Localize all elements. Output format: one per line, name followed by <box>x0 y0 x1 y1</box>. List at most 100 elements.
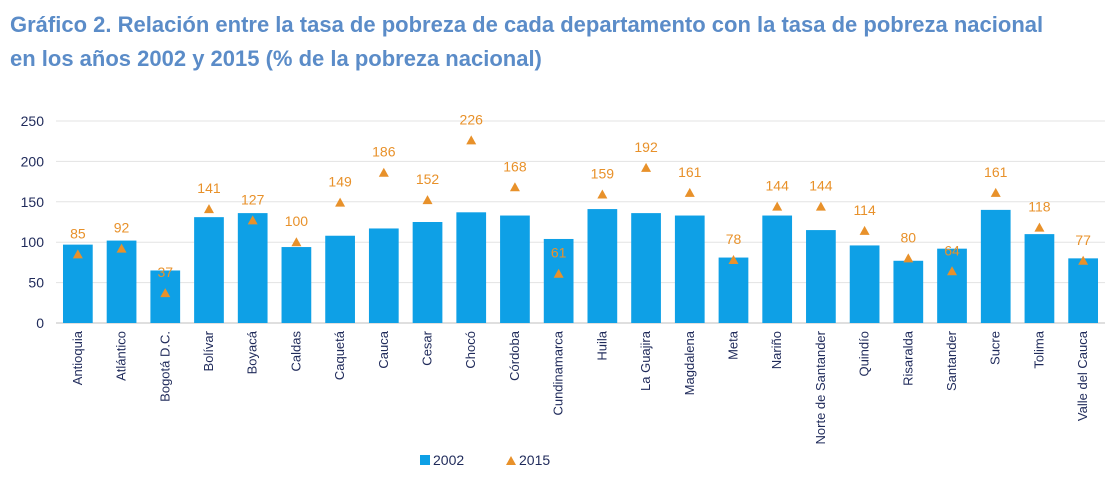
bar-2002 <box>368 228 399 323</box>
category-label: Antioquia <box>70 330 85 385</box>
bar-2002 <box>762 215 793 323</box>
category-label: Chocó <box>463 331 478 369</box>
data-label-2015: 161 <box>678 164 702 180</box>
data-label-2015: 144 <box>766 178 790 194</box>
data-label-2015: 159 <box>591 166 615 182</box>
category-label: Atlántico <box>114 331 129 381</box>
data-label-2015: 64 <box>944 242 960 258</box>
data-label-2015: 37 <box>157 264 173 280</box>
marker-2015 <box>597 189 608 199</box>
marker-2015 <box>72 249 83 259</box>
legend-swatch-2002 <box>420 455 430 465</box>
data-labels-2015: 85 92 37 141 127 100 149 186 152 226 168 61 159 192 16… <box>70 111 1091 280</box>
bar-2002 <box>500 215 530 323</box>
category-label: Nariño <box>769 331 784 369</box>
data-label-2015: 114 <box>853 202 876 218</box>
marker-2015 <box>203 204 214 214</box>
category-label: Bolívar <box>201 330 216 371</box>
data-label-2015: 226 <box>460 111 484 127</box>
marker-2015 <box>247 215 258 225</box>
category-label: Córdoba <box>507 330 522 381</box>
bar-2002 <box>1068 258 1099 323</box>
legend-swatch-2015 <box>506 456 516 465</box>
data-label-2015: 161 <box>984 164 1008 180</box>
bar-2002 <box>325 235 355 323</box>
bar-2002 <box>674 215 705 323</box>
data-label-2015: 100 <box>285 213 309 229</box>
bar-2002 <box>587 209 618 323</box>
marker-2015 <box>553 268 564 278</box>
category-label: Norte de Santander <box>813 330 828 444</box>
marker-2015 <box>1078 255 1089 265</box>
data-label-2015: 168 <box>503 158 527 174</box>
category-label: Cundinamarca <box>551 330 566 415</box>
data-label-2015: 85 <box>70 225 86 241</box>
bar-2002 <box>106 240 137 323</box>
grid-layer <box>56 120 1105 324</box>
data-label-2015: 127 <box>241 191 265 207</box>
marker-2015 <box>990 187 1001 197</box>
legend: 2002 2015 <box>420 452 550 468</box>
data-label-2015: 61 <box>551 245 567 261</box>
category-label: Cesar <box>420 330 435 365</box>
marker-2015 <box>903 253 914 263</box>
category-label: Magdalena <box>682 330 697 395</box>
category-label: Caldas <box>288 331 303 372</box>
category-label: Huila <box>594 330 609 360</box>
category-label: Boyacá <box>245 330 260 374</box>
y-tick-label: 200 <box>21 153 45 169</box>
marker-2015 <box>772 201 783 211</box>
data-label-2015: 186 <box>372 144 396 160</box>
marker-2015 <box>160 288 171 298</box>
marker-2015 <box>509 182 520 192</box>
x-axis-categories: Antioquia Atlántico Bogotá D.C. Bolívar Boya… <box>70 330 1090 444</box>
marker-2015 <box>684 187 695 197</box>
y-axis-ticks: 0 50 100 150 200 250 <box>21 113 45 331</box>
chart-title-line-2: en los años 2002 y 2015 (% de la pobreza… <box>10 46 542 71</box>
marker-2015 <box>947 266 958 276</box>
chart-title-line-1: Gráfico 2. Relación entre la tasa de pob… <box>10 12 1044 37</box>
data-label-2015: 149 <box>328 174 352 190</box>
y-tick-label: 50 <box>28 275 44 291</box>
category-label: Quindío <box>857 331 872 377</box>
bar-2002 <box>893 260 924 323</box>
y-tick-label: 150 <box>21 194 45 210</box>
category-label: Sucre <box>988 331 1003 365</box>
category-label: Caquetá <box>332 330 347 380</box>
data-label-2015: 77 <box>1075 232 1091 248</box>
legend-label-2015: 2015 <box>519 452 550 468</box>
marker-2015 <box>859 225 870 235</box>
bar-2002 <box>237 213 268 323</box>
marker-2015 <box>728 254 739 264</box>
bar-2002 <box>980 209 1011 323</box>
marker-2015 <box>466 135 477 145</box>
data-label-2015: 80 <box>901 229 917 245</box>
category-label: Valle del Cauca <box>1075 330 1090 421</box>
marker-2015 <box>291 237 302 247</box>
data-label-2015: 144 <box>809 178 833 194</box>
legend-label-2002: 2002 <box>433 452 464 468</box>
marker-2015 <box>116 243 127 253</box>
marker-2015 <box>641 162 652 172</box>
data-label-2015: 152 <box>416 171 440 187</box>
bar-2002 <box>937 248 967 323</box>
marker-2015 <box>422 195 433 205</box>
bar-2002 <box>631 213 661 323</box>
category-label: Cauca <box>376 330 391 368</box>
data-label-2015: 192 <box>634 139 658 155</box>
y-tick-label: 250 <box>21 113 45 129</box>
data-label-2015: 78 <box>726 231 742 247</box>
data-label-2015: 141 <box>197 180 221 196</box>
y-tick-label: 0 <box>36 315 44 331</box>
markers-2015 <box>72 135 1089 298</box>
bar-2002 <box>718 257 749 323</box>
category-label: Tolima <box>1031 330 1046 368</box>
bar-2002 <box>543 238 574 323</box>
data-label-2015: 118 <box>1028 199 1051 215</box>
category-label: Risaralda <box>900 330 915 386</box>
category-label: La Guajira <box>638 330 653 391</box>
marker-2015 <box>815 201 826 211</box>
category-label: Bogotá D.C. <box>157 331 172 402</box>
bar-2002 <box>281 247 312 323</box>
